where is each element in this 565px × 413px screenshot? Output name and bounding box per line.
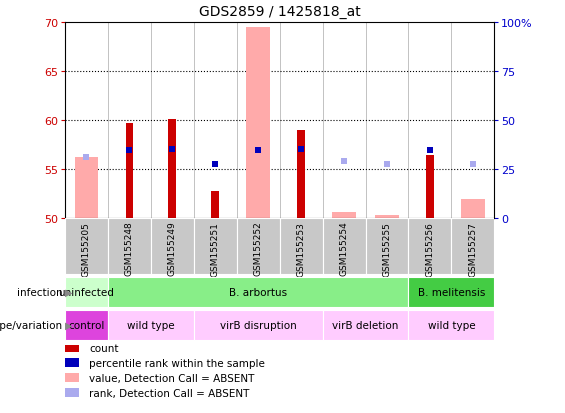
Bar bbox=[461, 199, 485, 219]
Text: genotype/variation: genotype/variation bbox=[0, 320, 62, 330]
Text: uninfected: uninfected bbox=[59, 287, 114, 297]
Bar bbox=[246, 28, 270, 219]
Text: B. melitensis: B. melitensis bbox=[418, 287, 485, 297]
Bar bbox=[297, 131, 305, 219]
Text: ▶: ▶ bbox=[65, 320, 72, 330]
Text: GSM155248: GSM155248 bbox=[125, 221, 134, 276]
Bar bbox=[408, 311, 494, 340]
Text: GSM155251: GSM155251 bbox=[211, 221, 220, 276]
Text: value, Detection Call = ABSENT: value, Detection Call = ABSENT bbox=[89, 373, 254, 383]
Text: virB disruption: virB disruption bbox=[220, 320, 297, 330]
Bar bbox=[65, 278, 108, 307]
Text: GSM155252: GSM155252 bbox=[254, 221, 263, 276]
Bar bbox=[168, 120, 176, 219]
Text: GSM155205: GSM155205 bbox=[82, 221, 91, 276]
Bar bbox=[75, 158, 98, 219]
Bar bbox=[408, 278, 494, 307]
Bar bbox=[280, 219, 323, 275]
Text: GSM155253: GSM155253 bbox=[297, 221, 306, 276]
Text: GSM155249: GSM155249 bbox=[168, 221, 177, 276]
Text: B. arbortus: B. arbortus bbox=[229, 287, 287, 297]
Bar bbox=[366, 219, 408, 275]
Text: GSM155255: GSM155255 bbox=[383, 221, 392, 276]
Bar bbox=[375, 216, 399, 219]
Bar bbox=[408, 219, 451, 275]
Text: GSM155257: GSM155257 bbox=[468, 221, 477, 276]
Bar bbox=[65, 358, 80, 367]
Text: rank, Detection Call = ABSENT: rank, Detection Call = ABSENT bbox=[89, 388, 249, 398]
Bar bbox=[451, 219, 494, 275]
Bar bbox=[323, 311, 408, 340]
Text: ▶: ▶ bbox=[65, 287, 72, 297]
Bar bbox=[426, 155, 434, 219]
Bar bbox=[125, 124, 133, 219]
Bar bbox=[65, 219, 108, 275]
Bar bbox=[65, 373, 80, 382]
Bar bbox=[332, 212, 356, 219]
Bar bbox=[65, 311, 108, 340]
Bar bbox=[151, 219, 194, 275]
Bar bbox=[65, 344, 80, 352]
Bar bbox=[194, 219, 237, 275]
Text: virB deletion: virB deletion bbox=[332, 320, 399, 330]
Text: count: count bbox=[89, 343, 119, 353]
Bar bbox=[237, 219, 280, 275]
Bar bbox=[323, 219, 366, 275]
Bar bbox=[65, 388, 80, 397]
Text: GSM155256: GSM155256 bbox=[425, 221, 434, 276]
Text: infection: infection bbox=[16, 287, 62, 297]
Title: GDS2859 / 1425818_at: GDS2859 / 1425818_at bbox=[199, 5, 360, 19]
Bar bbox=[108, 219, 151, 275]
Bar bbox=[108, 278, 408, 307]
Text: control: control bbox=[68, 320, 105, 330]
Bar bbox=[211, 191, 219, 219]
Bar bbox=[194, 311, 323, 340]
Text: GSM155254: GSM155254 bbox=[340, 221, 349, 276]
Text: percentile rank within the sample: percentile rank within the sample bbox=[89, 358, 265, 368]
Text: wild type: wild type bbox=[127, 320, 175, 330]
Text: wild type: wild type bbox=[428, 320, 475, 330]
Bar bbox=[108, 311, 194, 340]
